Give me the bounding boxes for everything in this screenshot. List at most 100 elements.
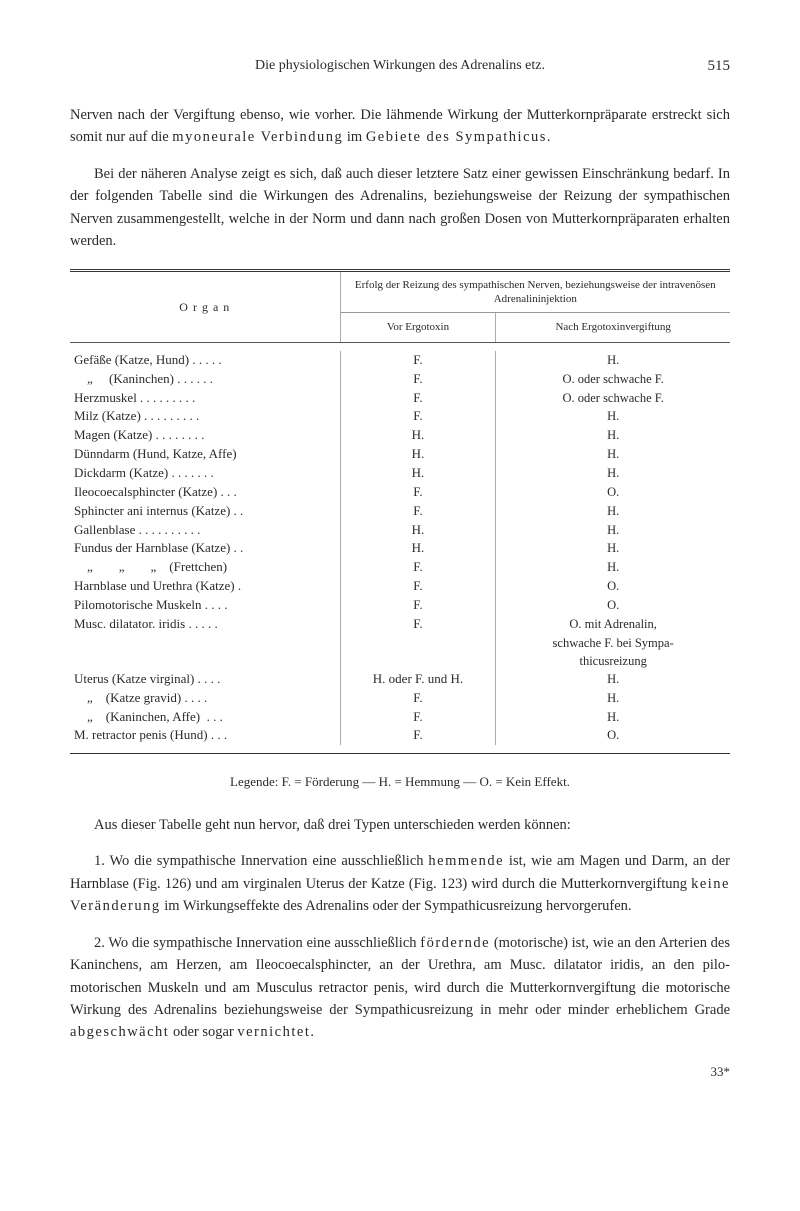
cell-nach: O. mit Adrenalin, [496, 615, 730, 634]
cell-organ: Musc. dilatator. iridis . . . . . [70, 615, 341, 634]
cell-nach: O. oder schwache F. [496, 389, 730, 408]
cell-organ: Sphincter ani internus (Katze) . . [70, 502, 341, 521]
cell-nach: H. [496, 445, 730, 464]
paragraph-2: Bei der näheren Analyse zeigt es sich, d… [70, 163, 730, 253]
cell-nach: thicusreizung [496, 652, 730, 670]
cell-vor: F. [341, 502, 497, 521]
table-row: Milz (Katze) . . . . . . . . .F.H. [70, 407, 730, 426]
table-row: „ „ „ (Frettchen)F.H. [70, 558, 730, 577]
cell-vor: F. [341, 577, 497, 596]
cell-organ: „ (Kaninchen, Affe) . . . [70, 708, 341, 727]
cell-organ: „ (Katze gravid) . . . . [70, 689, 341, 708]
cell-nach: H. [496, 708, 730, 727]
paragraph-5: 2. Wo die sympathische Innervation eine … [70, 932, 730, 1044]
cell-organ: Harnblase und Urethra (Katze) . [70, 577, 341, 596]
table-row: Fundus der Harnblase (Katze) . .H.H. [70, 539, 730, 558]
cell-organ: Herzmuskel . . . . . . . . . [70, 389, 341, 408]
cell-nach: O. [496, 577, 730, 596]
cell-nach: H. [496, 351, 730, 370]
cell-vor: F. [341, 708, 497, 727]
col-header-right: Erfolg der Reizung des sympathischen Ner… [341, 272, 730, 314]
table-row: Magen (Katze) . . . . . . . .H.H. [70, 426, 730, 445]
cell-organ: Milz (Katze) . . . . . . . . . [70, 407, 341, 426]
cell-vor [341, 652, 497, 670]
col-header-nach: Nach Ergotoxinvergiftung [496, 313, 730, 342]
cell-nach: H. [496, 464, 730, 483]
paragraph-4: 1. Wo die sympathische Innervation eine … [70, 850, 730, 917]
cell-vor: H. [341, 464, 497, 483]
table-row: Harnblase und Urethra (Katze) .F.O. [70, 577, 730, 596]
table-row: „ (Kaninchen, Affe) . . .F.H. [70, 708, 730, 727]
cell-organ: M. retractor penis (Hund) . . . [70, 726, 341, 745]
cell-vor: H. [341, 539, 497, 558]
cell-vor: F. [341, 483, 497, 502]
table-body: Gefäße (Katze, Hund) . . . . .F.H. „ (Ka… [70, 343, 730, 753]
table-row: M. retractor penis (Hund) . . .F.O. [70, 726, 730, 745]
col-header-organ: O r g a n [70, 272, 341, 342]
cell-vor: F. [341, 370, 497, 389]
table-legend: Legende: F. = Förderung — H. = Hemmung —… [70, 772, 730, 792]
cell-vor [341, 634, 497, 652]
cell-organ [70, 634, 341, 652]
cell-organ: Gefäße (Katze, Hund) . . . . . [70, 351, 341, 370]
cell-nach: schwache F. bei Sympa- [496, 634, 730, 652]
table-row: Gallenblase . . . . . . . . . .H.H. [70, 521, 730, 540]
cell-organ: Uterus (Katze virginal) . . . . [70, 670, 341, 689]
cell-organ: Ileocoecalsphincter (Katze) . . . [70, 483, 341, 502]
cell-organ: Pilomotorische Muskeln . . . . [70, 596, 341, 615]
cell-organ: Fundus der Harnblase (Katze) . . [70, 539, 341, 558]
cell-nach: H. [496, 670, 730, 689]
signature-mark: 33* [70, 1062, 730, 1082]
cell-vor: F. [341, 351, 497, 370]
cell-nach: O. oder schwache F. [496, 370, 730, 389]
data-table: O r g a n Erfolg der Reizung des sympath… [70, 269, 730, 754]
page-header: Die physiologischen Wirkungen des Adrena… [70, 55, 730, 76]
cell-organ: Gallenblase . . . . . . . . . . [70, 521, 341, 540]
cell-vor: F. [341, 558, 497, 577]
header-title: Die physiologischen Wirkungen des Adrena… [255, 58, 545, 73]
cell-vor: H. [341, 426, 497, 445]
cell-nach: O. [496, 596, 730, 615]
cell-nach: O. [496, 726, 730, 745]
table-row: thicusreizung [70, 652, 730, 670]
table-header: O r g a n Erfolg der Reizung des sympath… [70, 272, 730, 343]
table-row: Dickdarm (Katze) . . . . . . .H.H. [70, 464, 730, 483]
table-row: Dünndarm (Hund, Katze, Affe)H.H. [70, 445, 730, 464]
cell-vor: F. [341, 726, 497, 745]
cell-nach: H. [496, 502, 730, 521]
cell-nach: H. [496, 426, 730, 445]
cell-vor: F. [341, 615, 497, 634]
cell-vor: F. [341, 689, 497, 708]
table-row: Musc. dilatator. iridis . . . . .F.O. mi… [70, 615, 730, 634]
table-row: schwache F. bei Sympa- [70, 634, 730, 652]
cell-nach: H. [496, 539, 730, 558]
cell-nach: H. [496, 558, 730, 577]
cell-vor: H. [341, 445, 497, 464]
paragraph-3: Aus dieser Tabelle geht nun hervor, daß … [70, 814, 730, 836]
table-row: Ileocoecalsphincter (Katze) . . .F.O. [70, 483, 730, 502]
table-row: „ (Kaninchen) . . . . . .F.O. oder schwa… [70, 370, 730, 389]
cell-nach: H. [496, 407, 730, 426]
cell-organ: „ (Kaninchen) . . . . . . [70, 370, 341, 389]
cell-organ: Magen (Katze) . . . . . . . . [70, 426, 341, 445]
table-row: Pilomotorische Muskeln . . . .F.O. [70, 596, 730, 615]
cell-organ [70, 652, 341, 670]
table-row: Herzmuskel . . . . . . . . .F.O. oder sc… [70, 389, 730, 408]
cell-vor: F. [341, 596, 497, 615]
table-row: Sphincter ani internus (Katze) . .F.H. [70, 502, 730, 521]
paragraph-1: Nerven nach der Vergiftung ebenso, wie v… [70, 104, 730, 149]
cell-nach: H. [496, 689, 730, 708]
cell-organ: Dünndarm (Hund, Katze, Affe) [70, 445, 341, 464]
cell-organ: Dickdarm (Katze) . . . . . . . [70, 464, 341, 483]
table-row: Uterus (Katze virginal) . . . .H. oder F… [70, 670, 730, 689]
page-number: 515 [708, 55, 731, 78]
cell-vor: H. oder F. und H. [341, 670, 497, 689]
cell-nach: H. [496, 521, 730, 540]
cell-vor: F. [341, 407, 497, 426]
cell-organ: „ „ „ (Frettchen) [70, 558, 341, 577]
table-row: Gefäße (Katze, Hund) . . . . .F.H. [70, 351, 730, 370]
cell-nach: O. [496, 483, 730, 502]
cell-vor: H. [341, 521, 497, 540]
table-row: „ (Katze gravid) . . . .F.H. [70, 689, 730, 708]
cell-vor: F. [341, 389, 497, 408]
